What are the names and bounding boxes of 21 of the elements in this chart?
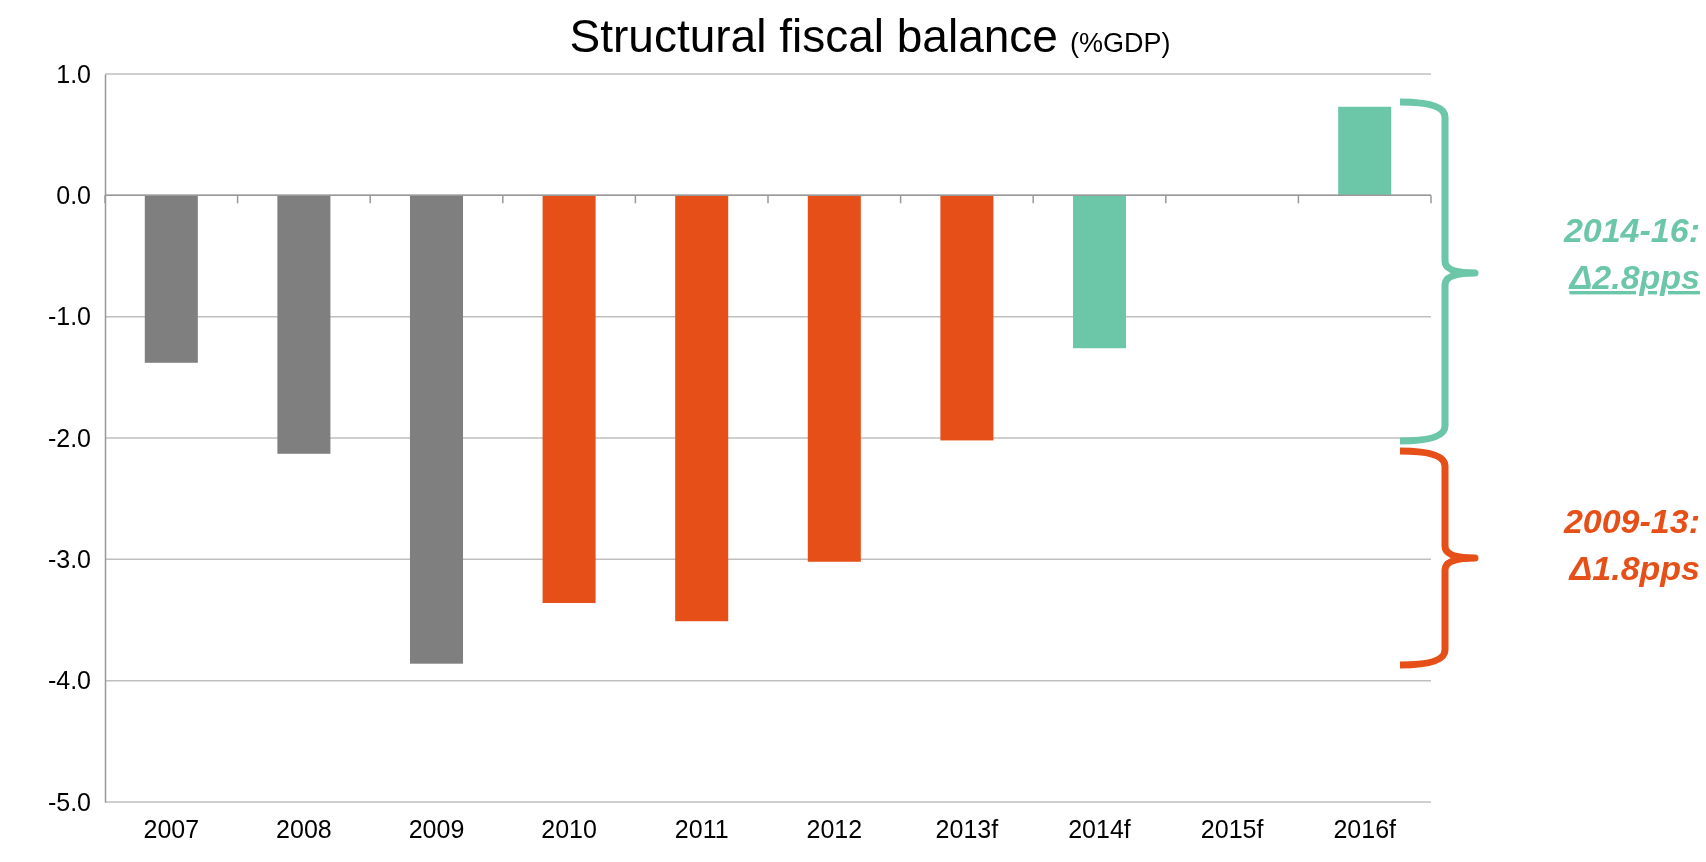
x-tick-label: 2008 bbox=[276, 814, 332, 843]
y-tick-label: -3.0 bbox=[47, 544, 91, 573]
y-tick-label: 0.0 bbox=[56, 180, 91, 209]
x-tick-label: 2013f bbox=[935, 814, 999, 843]
y-tick-label: -2.0 bbox=[47, 423, 91, 452]
x-tick-label: 2012 bbox=[806, 814, 863, 843]
y-tick-label: -1.0 bbox=[47, 302, 91, 331]
text: 2009-13: Δ1.8pps bbox=[1562, 502, 1700, 587]
x-tick-label: 2010 bbox=[541, 814, 597, 843]
text: 2014-16: Δ2.8pps bbox=[1562, 211, 1700, 296]
chart-title: Structural fiscal balance bbox=[569, 10, 1058, 62]
chart-subtitle: (%GDP) bbox=[1069, 28, 1171, 58]
x-tick-label: 2015f bbox=[1200, 814, 1264, 843]
x-tick-label: 2007 bbox=[143, 814, 200, 843]
x-tick-label: 2009 bbox=[408, 814, 465, 843]
x-tick-label: 2014f bbox=[1068, 814, 1131, 843]
y-tick-label: -4.0 bbox=[47, 666, 91, 695]
x-tick-label: 2016f bbox=[1333, 814, 1397, 843]
y-tick-label: -5.0 bbox=[47, 787, 91, 816]
x-tick-label: 2011 bbox=[674, 814, 729, 843]
y-tick-label: 1.0 bbox=[56, 59, 91, 88]
